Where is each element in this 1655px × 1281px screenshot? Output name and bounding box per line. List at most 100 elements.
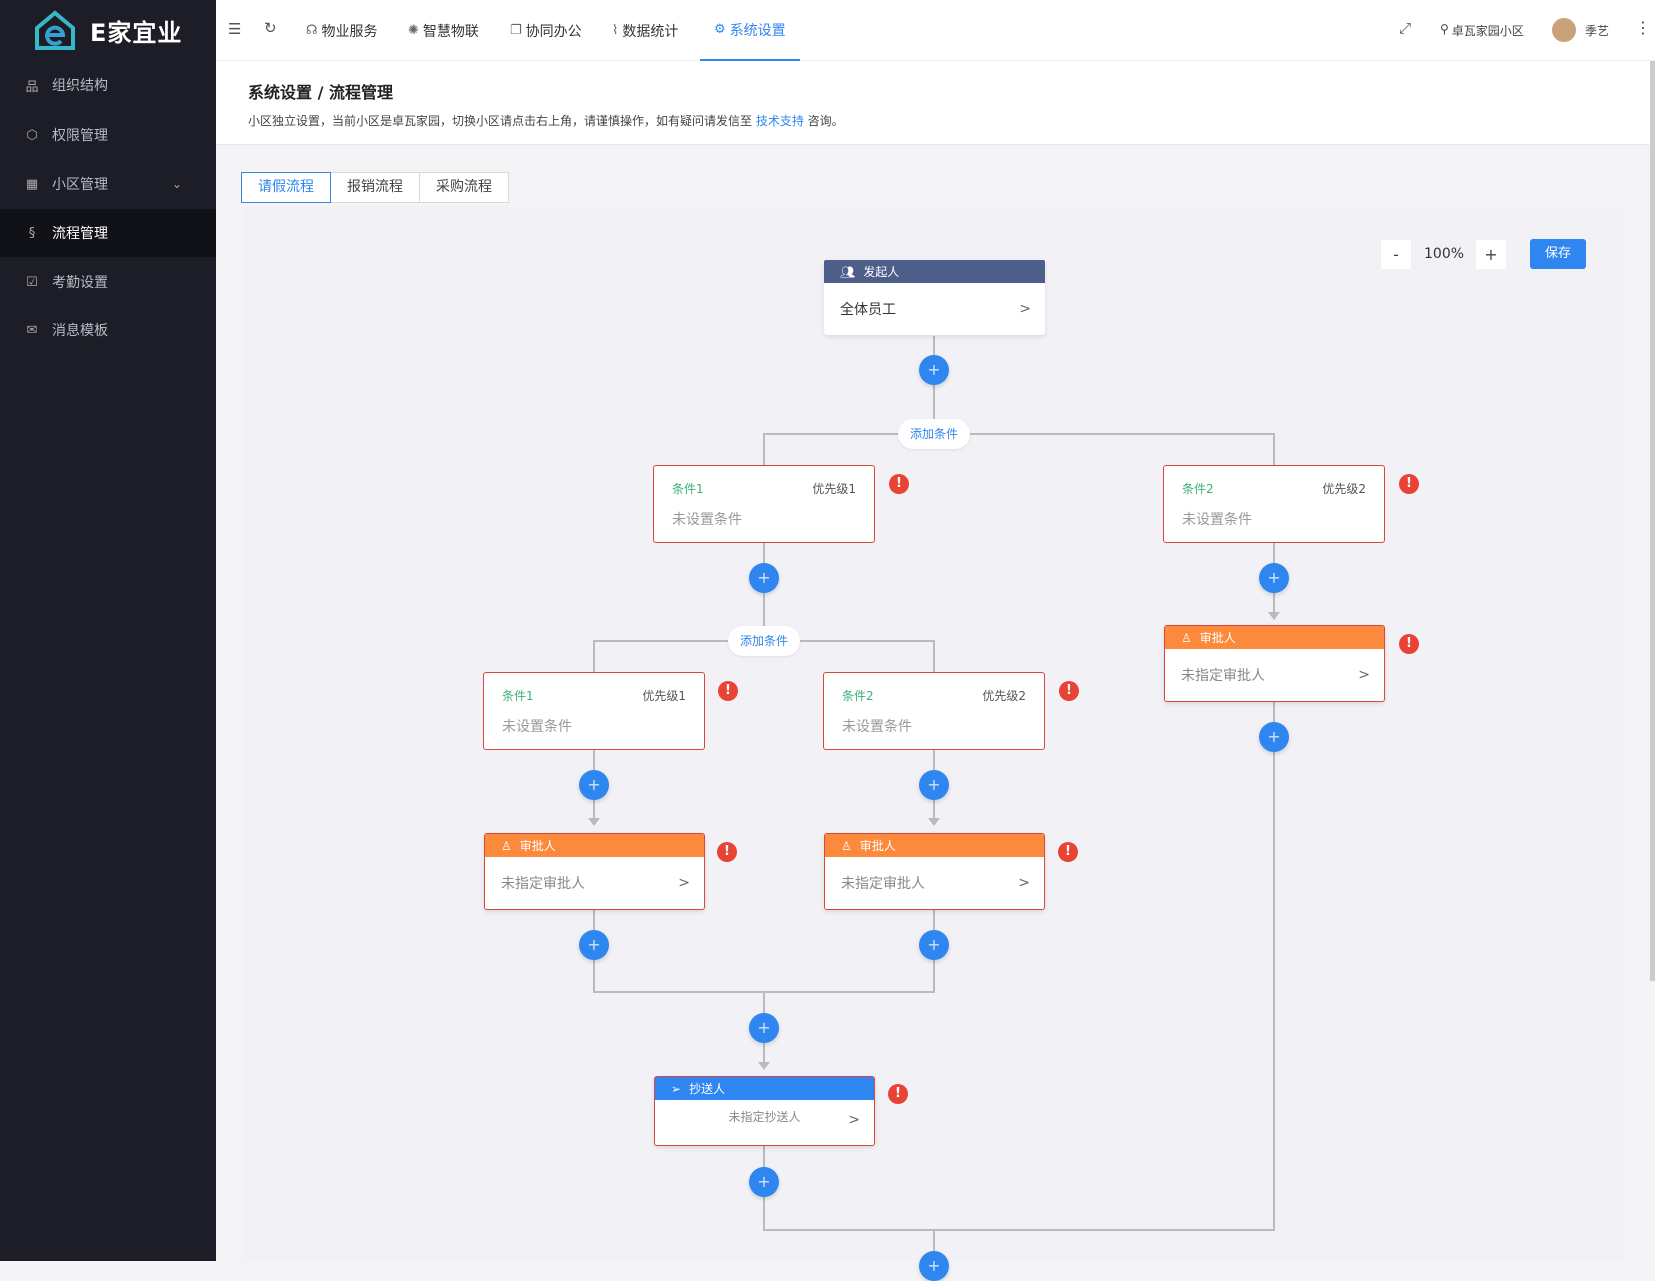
sidebar: E家宜业 品组织结构 ⬡ 权限管理 ▦ 小区管理 ⌄ § 流程管理 ☑ 考勤设置 ✉ 消息模…	[0, 0, 216, 1261]
arrow-icon	[1268, 612, 1280, 620]
condition-node[interactable]: 条件1 优先级1 未设置条件	[653, 465, 875, 543]
nav-label: 协同办公	[525, 23, 582, 40]
arrow-icon	[758, 1062, 770, 1070]
node-title: 发起人	[863, 265, 900, 279]
zoom-in-button[interactable]: +	[1476, 240, 1506, 269]
error-icon: !	[1399, 474, 1419, 494]
add-node-button[interactable]: +	[749, 1013, 779, 1043]
approver-node[interactable]: ♙ 审批人 未指定审批人 >	[1164, 625, 1385, 702]
condition-name: 条件2	[842, 689, 874, 703]
tab-leave[interactable]: 请假流程	[241, 172, 331, 203]
scrollbar[interactable]	[1650, 61, 1655, 981]
nav-property[interactable]: ☊ 物业服务	[306, 0, 378, 61]
cc-node[interactable]: ➢ 抄送人 未指定抄送人 >	[654, 1076, 875, 1146]
tech-support-link[interactable]: 技术支持	[755, 114, 804, 128]
chevron-down-icon: ⌄	[171, 177, 182, 191]
refresh-icon[interactable]: ↻	[264, 19, 277, 37]
fullscreen-icon[interactable]: ⤢	[1399, 19, 1412, 37]
menu-fold-icon[interactable]: ☰	[228, 20, 242, 38]
community-switch[interactable]: ⚲ 卓瓦家园小区	[1440, 22, 1524, 39]
start-node[interactable]: 👥︎ 发起人 全体员工 >	[824, 260, 1045, 335]
sidebar-item-label: 消息模板	[52, 323, 108, 339]
connector	[763, 1229, 1275, 1231]
sidebar-item-label: 组织结构	[52, 78, 108, 94]
add-condition-button[interactable]: 添加条件	[897, 419, 971, 449]
condition-node[interactable]: 条件1 优先级1 未设置条件	[483, 672, 705, 750]
connector	[593, 640, 595, 672]
condition-node[interactable]: 条件2 优先级2 未设置条件	[1163, 465, 1385, 543]
error-icon: !	[888, 1084, 908, 1104]
condition-value: 未设置条件	[502, 719, 572, 735]
chart-icon: ⌇	[612, 23, 619, 38]
zoom-out-button[interactable]: -	[1381, 240, 1411, 269]
add-node-button[interactable]: +	[749, 1167, 779, 1197]
page-header: 系统设置 / 流程管理 小区独立设置，当前小区是卓瓦家园，切换小区请点击右上角，…	[216, 61, 1655, 145]
nav-label: 物业服务	[321, 23, 378, 40]
add-node-button[interactable]: +	[919, 770, 949, 800]
connector	[933, 1229, 935, 1261]
add-node-button[interactable]: +	[579, 770, 609, 800]
add-node-button[interactable]: +	[579, 930, 609, 960]
org-chart-icon: 品	[25, 79, 39, 95]
nav-iot[interactable]: ✺ 智慧物联	[408, 0, 479, 61]
sidebar-item-attendance[interactable]: ☑ 考勤设置	[0, 258, 216, 306]
tab-purchase[interactable]: 采购流程	[419, 172, 509, 203]
error-icon: !	[718, 681, 738, 701]
connector	[933, 640, 935, 672]
add-node-button[interactable]: +	[919, 1251, 949, 1281]
calendar-check-icon: ☑	[26, 274, 38, 290]
chevron-right-icon: >	[678, 875, 690, 891]
nav-office[interactable]: ❐ 协同办公	[510, 0, 582, 61]
node-title: 审批人	[1199, 631, 1236, 645]
avatar[interactable]	[1552, 18, 1576, 42]
sidebar-item-org[interactable]: 品组织结构	[0, 61, 216, 109]
error-icon: !	[1058, 842, 1078, 862]
priority: 优先级2	[1322, 482, 1366, 496]
connector	[1273, 433, 1275, 465]
sidebar-item-label: 考勤设置	[52, 275, 108, 291]
add-node-button[interactable]: +	[919, 930, 949, 960]
add-node-button[interactable]: +	[1259, 722, 1289, 752]
node-value: 未指定审批人	[1181, 668, 1265, 684]
headset-icon: ☊	[306, 23, 318, 38]
iot-icon: ✺	[408, 23, 419, 38]
stamp-icon: ♙	[501, 838, 512, 853]
node-title: 抄送人	[689, 1082, 726, 1096]
node-value: 未指定审批人	[501, 876, 585, 892]
desc-text: 咨询。	[803, 114, 844, 128]
stamp-icon: ♙	[841, 838, 852, 853]
tab-reimburse[interactable]: 报销流程	[330, 172, 420, 203]
connector	[933, 336, 935, 434]
add-condition-button[interactable]: 添加条件	[727, 626, 801, 656]
sidebar-item-community[interactable]: ▦ 小区管理 ⌄	[0, 160, 216, 208]
users-icon: 👥︎	[840, 264, 856, 279]
approver-node[interactable]: ♙ 审批人 未指定审批人 >	[824, 833, 1045, 910]
gear-icon: ⚙	[714, 22, 726, 37]
priority: 优先级1	[812, 482, 856, 496]
nav-settings[interactable]: ⚙ 系统设置	[700, 0, 800, 61]
sidebar-item-label: 流程管理	[52, 226, 108, 242]
chevron-right-icon: >	[848, 1112, 860, 1128]
add-node-button[interactable]: +	[749, 563, 779, 593]
node-title: 审批人	[859, 839, 896, 853]
sidebar-item-message[interactable]: ✉ 消息模板	[0, 306, 216, 354]
condition-name: 条件1	[502, 689, 534, 703]
brand-name: E家宜业	[90, 18, 183, 47]
condition-node[interactable]: 条件2 优先级2 未设置条件	[823, 672, 1045, 750]
more-icon[interactable]: ⋮	[1635, 18, 1651, 37]
sidebar-item-permission[interactable]: ⬡ 权限管理	[0, 111, 216, 159]
flow-tabs: 请假流程 报销流程 采购流程	[241, 172, 509, 203]
add-node-button[interactable]: +	[1259, 563, 1289, 593]
nav-stats[interactable]: ⌇ 数据统计	[612, 0, 678, 61]
approver-node[interactable]: ♙ 审批人 未指定审批人 >	[484, 833, 705, 910]
user-name[interactable]: 季艺	[1585, 24, 1610, 38]
arrow-icon	[588, 818, 600, 826]
key-icon: ⬡	[26, 127, 38, 143]
error-icon: !	[717, 842, 737, 862]
add-node-button[interactable]: +	[919, 355, 949, 385]
save-button[interactable]: 保存	[1530, 239, 1586, 269]
sidebar-item-flow[interactable]: § 流程管理	[0, 209, 216, 257]
stamp-icon: ♙	[1181, 630, 1192, 645]
node-value: 全体员工	[840, 302, 896, 318]
condition-name: 条件2	[1182, 482, 1214, 496]
